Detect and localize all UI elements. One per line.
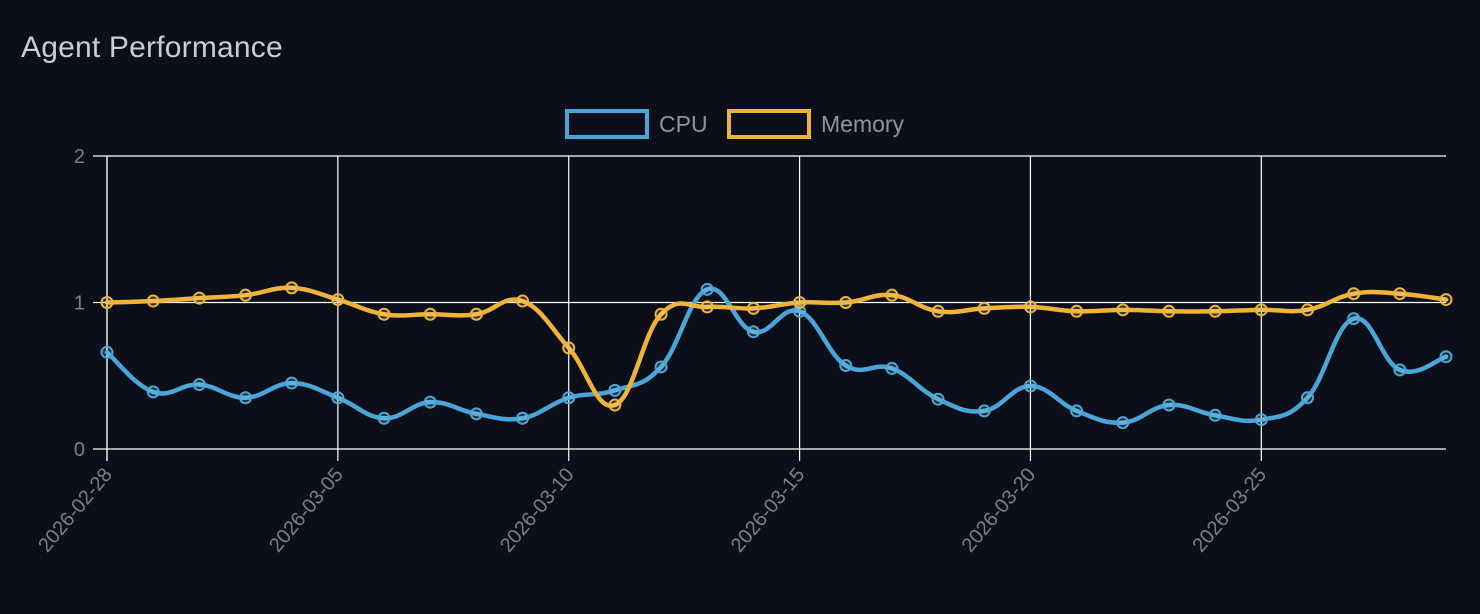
data-point-memory[interactable] [1254, 303, 1268, 317]
data-point-memory[interactable] [1070, 304, 1084, 318]
series-line-memory [104, 285, 1449, 408]
data-point-memory[interactable] [839, 296, 853, 309]
data-point-cpu[interactable] [1439, 350, 1453, 364]
chart-title: Agent Performance [21, 31, 283, 64]
data-point-cpu[interactable] [885, 361, 899, 375]
data-point-cpu[interactable] [839, 358, 853, 372]
data-point-memory[interactable] [331, 293, 345, 307]
x-tick-label: 2026-03-15 [727, 464, 810, 557]
data-point-cpu[interactable] [1393, 363, 1407, 377]
x-axis: 2026-02-28 2026-03-05 2026-03-10 2026-03-15… [34, 449, 1271, 557]
data-point-cpu[interactable] [192, 378, 206, 392]
data-point-memory[interactable] [793, 296, 807, 309]
data-point-cpu[interactable] [469, 407, 483, 421]
data-point-memory[interactable] [146, 294, 160, 308]
data-point-cpu[interactable] [423, 395, 437, 409]
x-tick-label: 2026-03-20 [958, 464, 1041, 557]
data-point-cpu[interactable] [1208, 408, 1222, 422]
data-point-memory[interactable] [516, 294, 530, 308]
data-point-memory[interactable] [746, 301, 760, 315]
data-point-memory[interactable] [192, 291, 206, 305]
data-point-memory[interactable] [377, 307, 391, 321]
series-cpu [100, 282, 1453, 430]
data-point-cpu[interactable] [562, 391, 576, 405]
data-point-cpu[interactable] [977, 404, 991, 418]
data-point-memory[interactable] [1393, 287, 1407, 301]
data-point-cpu[interactable] [608, 383, 622, 397]
data-point-memory[interactable] [239, 288, 253, 302]
data-point-cpu[interactable] [1162, 398, 1176, 412]
data-point-memory[interactable] [885, 288, 899, 302]
legend-item-cpu[interactable]: CPU [565, 109, 708, 139]
data-point-memory[interactable] [1208, 304, 1222, 318]
x-tick-label: 2026-03-05 [265, 464, 348, 557]
data-point-cpu[interactable] [931, 392, 945, 406]
data-point-memory[interactable] [931, 304, 945, 318]
data-point-memory[interactable] [469, 307, 483, 321]
data-point-cpu[interactable] [1254, 413, 1268, 427]
data-point-cpu[interactable] [285, 376, 299, 390]
data-point-cpu[interactable] [1070, 404, 1084, 418]
data-point-cpu[interactable] [1300, 391, 1314, 405]
chart-legend[interactable]: CPU Memory [565, 109, 905, 139]
legend-swatch-cpu [565, 109, 649, 139]
data-point-memory[interactable] [700, 300, 714, 314]
data-point-cpu[interactable] [239, 391, 253, 405]
data-point-memory[interactable] [1439, 293, 1453, 307]
data-point-cpu[interactable] [746, 325, 760, 339]
x-tick-label: 2026-02-28 [34, 464, 117, 557]
data-point-memory[interactable] [1300, 303, 1314, 317]
data-point-memory[interactable] [608, 398, 622, 412]
legend-item-memory[interactable]: Memory [727, 109, 905, 139]
data-point-cpu[interactable] [516, 411, 530, 425]
data-point-memory[interactable] [1347, 287, 1361, 301]
x-tick-label: 2026-03-25 [1189, 464, 1272, 557]
data-point-memory[interactable] [977, 301, 991, 315]
series-line-cpu [104, 286, 1449, 426]
data-point-memory[interactable] [654, 307, 668, 321]
y-tick-label: 1 [74, 293, 85, 315]
legend-label-memory: Memory [821, 111, 905, 137]
data-point-cpu[interactable] [377, 411, 391, 425]
data-point-cpu[interactable] [1116, 416, 1130, 430]
data-point-cpu[interactable] [1347, 312, 1361, 326]
y-axis: 0 1 2 [74, 146, 107, 461]
data-point-memory[interactable] [100, 296, 114, 309]
series-memory [100, 281, 1453, 412]
data-point-memory[interactable] [1116, 303, 1130, 317]
series-lines [100, 281, 1453, 430]
data-point-cpu[interactable] [700, 282, 714, 296]
y-tick-label: 0 [74, 439, 85, 461]
y-tick-label: 2 [74, 146, 85, 168]
data-point-memory[interactable] [1023, 300, 1037, 314]
data-point-cpu[interactable] [654, 360, 668, 374]
data-point-cpu[interactable] [793, 304, 807, 318]
data-point-memory[interactable] [1162, 304, 1176, 318]
data-point-memory[interactable] [285, 281, 299, 295]
data-point-cpu[interactable] [331, 391, 345, 405]
x-tick-label: 2026-03-10 [496, 464, 579, 557]
legend-label-cpu: CPU [659, 111, 708, 137]
data-point-cpu[interactable] [146, 385, 160, 399]
data-point-memory[interactable] [562, 341, 576, 355]
data-point-memory[interactable] [423, 307, 437, 321]
legend-swatch-memory [727, 109, 811, 139]
data-point-cpu[interactable] [1023, 379, 1037, 393]
data-point-cpu[interactable] [100, 345, 114, 359]
